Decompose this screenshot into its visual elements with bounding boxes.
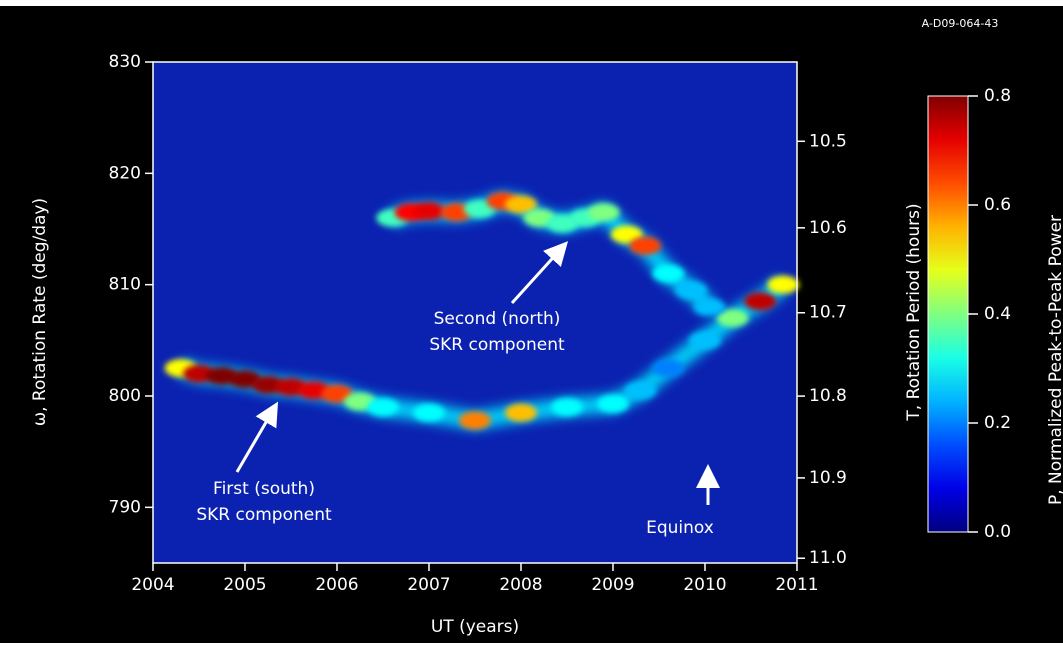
track-cell [675,281,708,300]
track-cell [463,199,496,218]
y2-tick-label: 10.9 [809,468,847,488]
track-cell [624,381,657,400]
x-axis-label: UT (years) [431,617,519,637]
x-tick-label: 2005 [223,575,266,595]
track-cell [652,264,685,283]
x-tick-label: 2011 [775,575,818,595]
y-tick-label: 790 [109,497,141,517]
track-cell [551,398,583,417]
track-cell [744,292,777,311]
y2-tick-label: 10.6 [809,218,847,238]
x-tick-label: 2010 [683,575,726,595]
annotation: SKR component [429,335,565,355]
track-cell [597,394,629,413]
y2-tick-label: 11.0 [809,548,847,568]
colorbar-tick-label: 0.6 [984,195,1011,215]
track-cell [652,359,685,378]
x-tick-label: 2009 [591,575,634,595]
annotation: Second (north) [434,309,561,329]
x-tick-label: 2004 [131,575,174,595]
track-cell [693,297,726,316]
y-tick-label: 810 [109,275,141,295]
colorbar-tick-label: 0.8 [984,86,1011,106]
track-cell [505,403,537,422]
track-cell [587,203,620,222]
y-axis-label: ω, Rotation Rate (deg/day) [30,198,50,426]
y2-tick-label: 10.7 [809,303,847,323]
y-tick-label: 820 [109,163,141,183]
y2-axis-label: T, Rotation Period (hours) [904,203,924,421]
colorbar-label: P, Normalized Peak-to-Peak Power [1046,215,1063,505]
arrow [510,241,569,305]
figure-tag: A-D09-064-43 [922,17,999,30]
track-cell [413,403,445,422]
track-cell [367,398,399,417]
y-tick-label: 830 [109,52,141,72]
x-tick-label: 2006 [315,575,358,595]
track-cell [505,195,537,214]
track-cell [321,384,353,403]
colorbar-tick-label: 0.4 [984,304,1011,324]
track-cell [629,236,662,255]
x-tick-label: 2007 [407,575,450,595]
track-cell [689,331,721,350]
track-cell [716,309,749,328]
annotation: First (south) [213,479,315,499]
track-cell [459,411,491,430]
arrow [235,401,279,473]
x-tick-label: 2008 [499,575,542,595]
colorbar-tick-label: 0.0 [984,522,1011,542]
colorbar [927,95,969,533]
y-tick-label: 800 [109,386,141,406]
y2-tick-label: 10.5 [809,131,847,151]
track-cell [767,275,800,294]
annotation: SKR component [196,505,332,525]
track-cell [413,202,445,221]
y2-tick-label: 10.8 [809,386,847,406]
annotation: Equinox [646,518,714,538]
plot-background [153,62,797,563]
colorbar-tick-label: 0.2 [984,413,1011,433]
